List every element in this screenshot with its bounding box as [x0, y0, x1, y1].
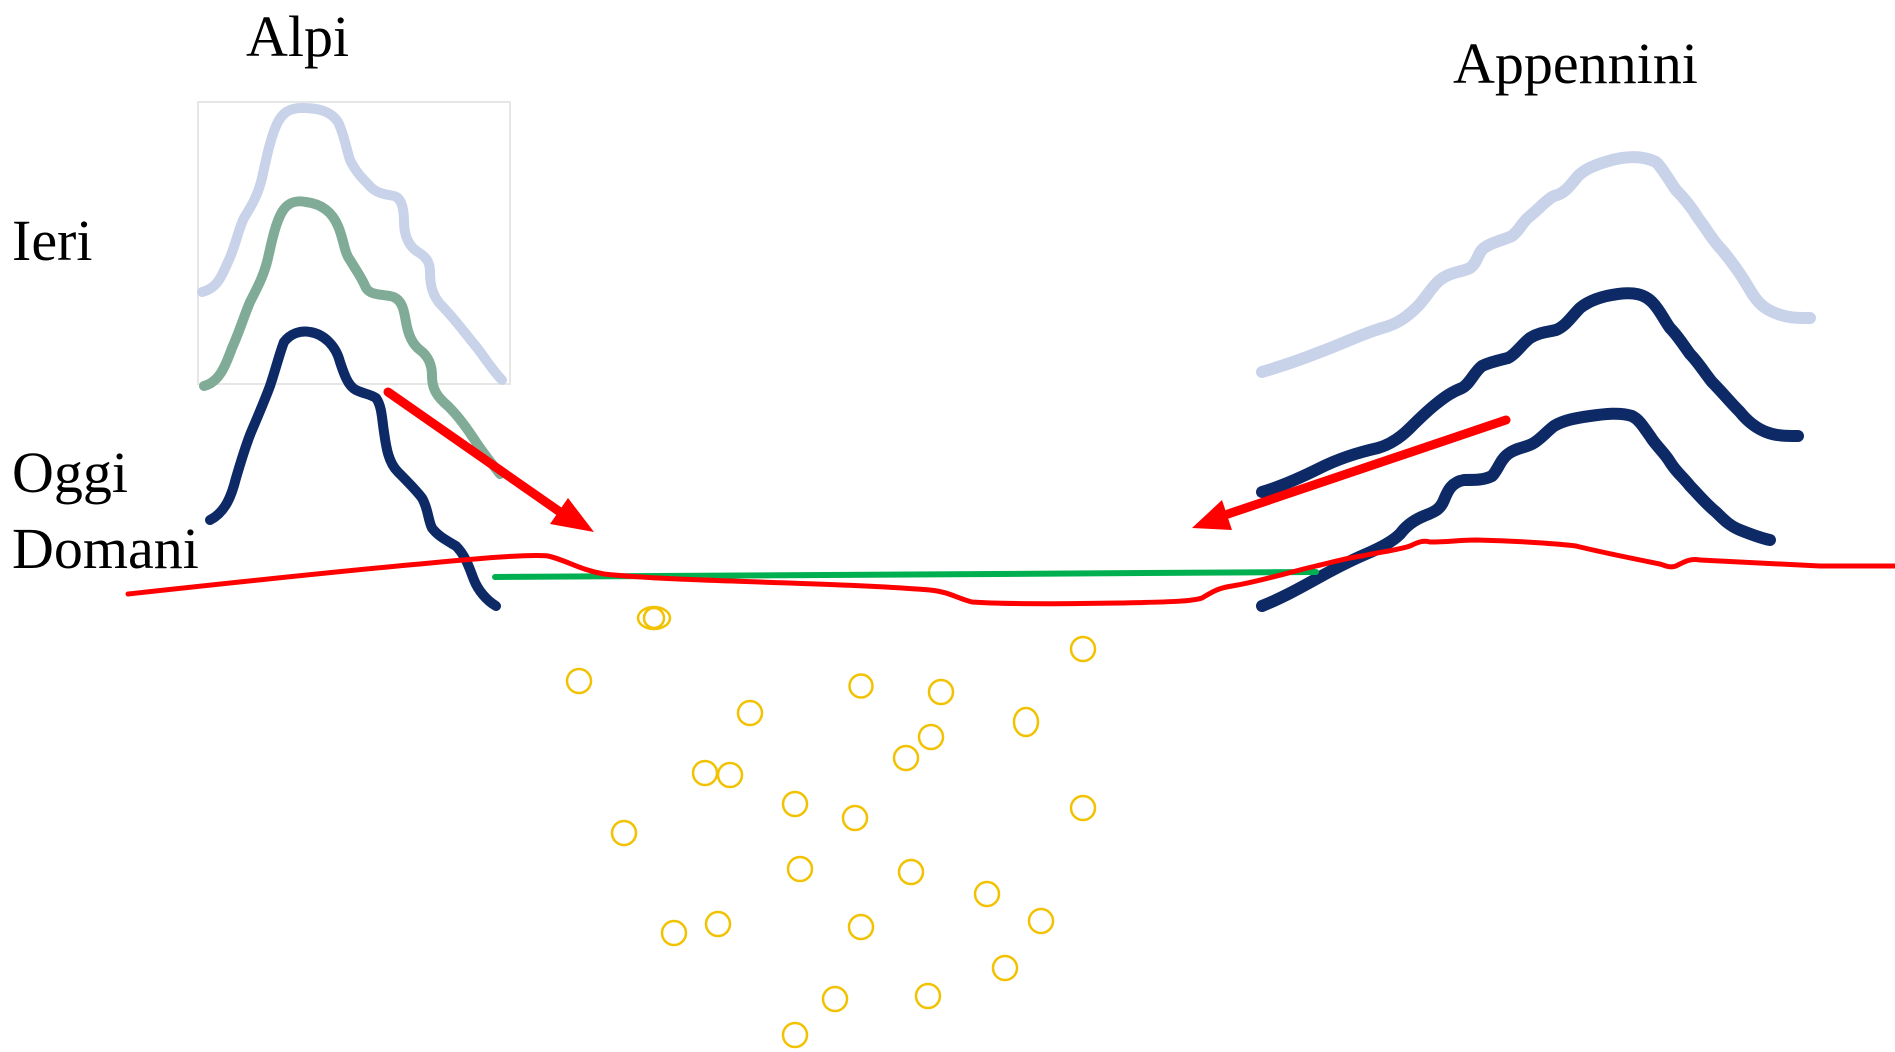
particle-circle-icon	[848, 673, 874, 699]
alps-ieri-profile	[197, 103, 507, 385]
particle-circle-icon	[1069, 635, 1097, 663]
particle-circle-icon	[660, 919, 688, 947]
ground-profile-line	[125, 537, 1895, 607]
particle-circle-icon	[897, 858, 925, 886]
particle-circle-icon	[786, 855, 814, 883]
particle-circle-icon	[704, 910, 732, 938]
particle-circle-icon	[1069, 794, 1097, 822]
particle-circle-icon	[610, 819, 638, 847]
particle-circle-icon	[1027, 907, 1055, 935]
particle-circle-icon	[716, 761, 744, 789]
particle-circle-icon	[917, 723, 945, 751]
alps-intermediate-profile	[199, 196, 505, 479]
particle-circle-icon	[691, 759, 719, 787]
particle-circle-icon	[781, 1021, 809, 1049]
arrow-down-right-icon	[383, 387, 594, 532]
particle-circle-icon	[821, 985, 849, 1013]
appennini-label: Appennini	[1453, 31, 1698, 96]
particle-circle-icon	[565, 667, 593, 695]
particle-circle-icon	[973, 880, 1001, 908]
ieri-label: Ieri	[12, 208, 93, 273]
arrow-down-left-icon	[1192, 415, 1511, 530]
particle-circle-icon	[991, 954, 1019, 982]
domani-label: Domani	[12, 516, 199, 581]
particle-circle-icon	[847, 913, 875, 941]
apennines-domani-profile	[1256, 407, 1776, 612]
particle-circle-icon	[914, 982, 942, 1010]
particle-circle-icon	[927, 678, 955, 706]
apennines-oggi-profile	[1256, 287, 1804, 498]
particle-circle-icon	[781, 790, 809, 818]
particle-circle-icon	[892, 744, 920, 772]
particle-circle-icon	[736, 699, 764, 727]
alpi-label: Alpi	[246, 4, 350, 69]
particle-circle-icon	[642, 606, 666, 630]
alps-inset-frame	[197, 101, 511, 385]
particle-circle-icon	[841, 804, 869, 832]
oggi-label: Oggi	[12, 440, 128, 505]
sediment-particles	[565, 605, 1097, 1049]
alps-oggi-profile	[205, 326, 501, 611]
apennines-ieri-profile	[1256, 151, 1816, 378]
particle-circle-icon	[1012, 706, 1040, 738]
